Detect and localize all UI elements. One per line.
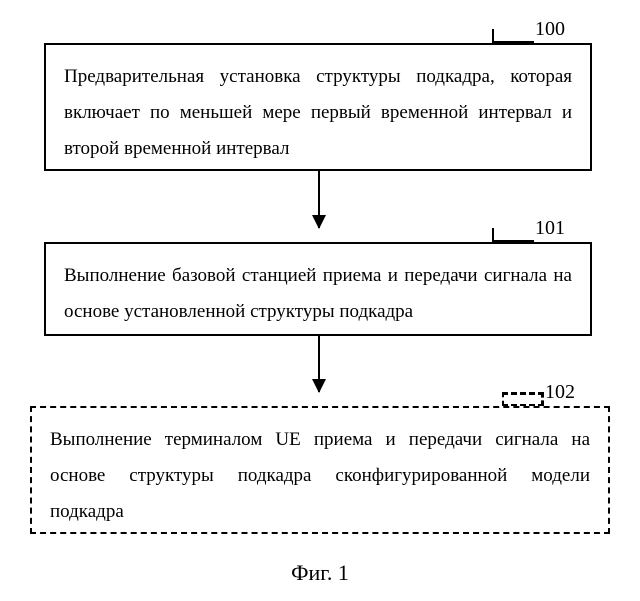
- leader-tick-100: [492, 29, 534, 43]
- figure-caption: Фиг. 1: [0, 560, 640, 586]
- node-102: Выполнение терминалом UE приема и переда…: [30, 406, 610, 534]
- node-100: Предварительная установка структуры подк…: [44, 43, 592, 171]
- leader-tick-102: [502, 392, 544, 406]
- leader-tick-101: [492, 228, 534, 242]
- node-101: Выполнение базовой станцией приема и пер…: [44, 242, 592, 336]
- flowchart-canvas: 100 Предварительная установка структуры …: [0, 0, 640, 601]
- edge-100-101: [318, 171, 320, 228]
- node-label-100: 100: [535, 18, 565, 41]
- edge-101-102: [318, 336, 320, 392]
- node-100-text: Предварительная установка структуры подк…: [64, 59, 572, 167]
- node-102-text: Выполнение терминалом UE приема и переда…: [50, 422, 590, 530]
- node-label-101: 101: [535, 217, 565, 240]
- node-101-text: Выполнение базовой станцией приема и пер…: [64, 258, 572, 330]
- node-label-102: 102: [545, 381, 575, 404]
